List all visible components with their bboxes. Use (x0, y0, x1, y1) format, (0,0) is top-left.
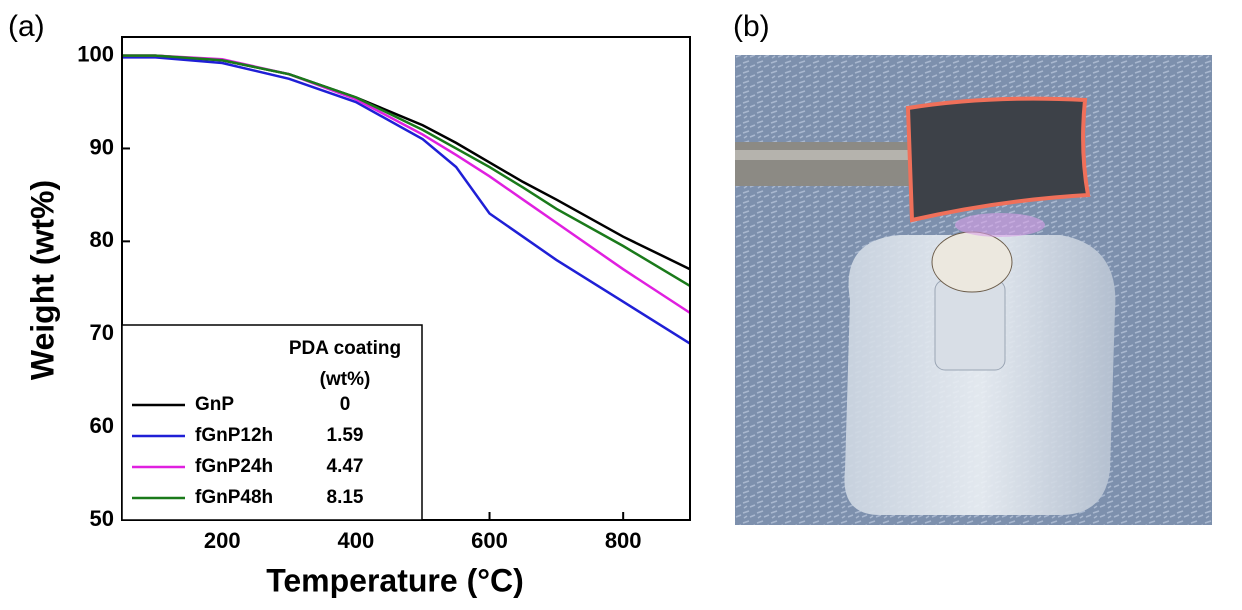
x-tick-label: 600 (471, 528, 508, 553)
data-line (122, 54, 691, 288)
legend-title: PDA coating (289, 338, 401, 359)
legend-label: fGnP48h (195, 487, 273, 508)
legend-box (121, 324, 423, 521)
legend-label: GnP (195, 394, 234, 415)
panel-label: (a) (8, 10, 45, 43)
x-tick-label: 200 (204, 528, 241, 553)
x-tick-label: 800 (605, 528, 642, 553)
legend-value: 8.15 (327, 487, 364, 508)
x-axis-label: Temperature (°C) (266, 562, 524, 598)
legend-value: 1.59 (327, 425, 364, 446)
legend-label: fGnP24h (195, 456, 273, 477)
y-tick-label: 100 (77, 41, 114, 66)
y-tick-label: 50 (90, 506, 114, 531)
x-tick-label: 400 (338, 528, 375, 553)
y-tick-label: 90 (90, 134, 114, 159)
y-tick-label: 60 (90, 413, 114, 438)
data-line (122, 54, 691, 314)
legend-subtitle: (wt%) (320, 369, 371, 390)
legend-label: fGnP12h (195, 425, 273, 446)
legend-value: 0 (340, 394, 351, 415)
panel-label: (b) (733, 10, 770, 43)
photo (735, 55, 1212, 525)
y-axis-label: Weight (wt%) (24, 180, 60, 380)
y-tick-label: 80 (90, 227, 114, 252)
legend-value: 4.47 (327, 456, 364, 477)
y-tick-label: 70 (90, 320, 114, 345)
data-line (122, 56, 691, 345)
